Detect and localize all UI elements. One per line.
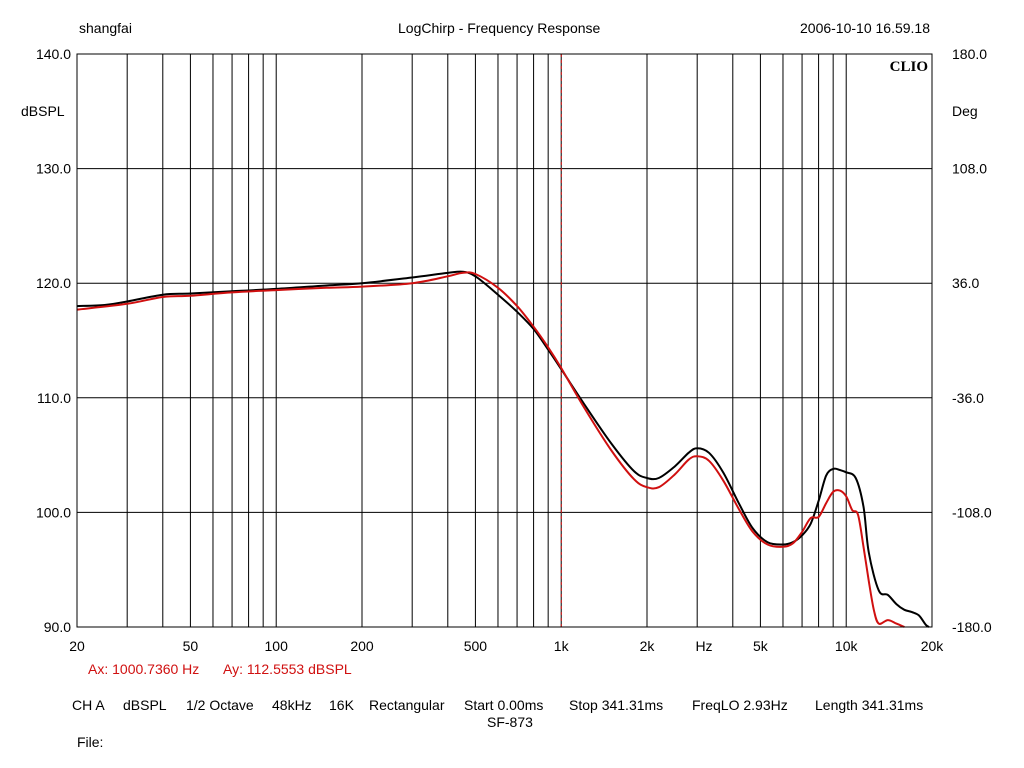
settings-smoothing: 1/2 Octave (186, 697, 254, 713)
y2-tick-label: 36.0 (952, 275, 979, 291)
settings-sample-rate: 48kHz (272, 697, 312, 713)
settings-window: Rectangular (369, 697, 445, 713)
settings-length: Length 341.31ms (815, 697, 924, 713)
y-tick-label: 100.0 (36, 504, 71, 520)
settings-stop: Stop 341.31ms (569, 697, 664, 713)
x-tick-label: 20 (69, 638, 85, 654)
grid (77, 54, 932, 627)
chart-title: LogChirp - Frequency Response (398, 20, 601, 36)
x-axis-unit-label: Hz (695, 638, 712, 654)
y-axis-unit-label: dBSPL (21, 103, 65, 119)
settings-size: 16K (329, 697, 354, 713)
series-1-line (76, 270, 930, 628)
x-tick-label: 5k (753, 638, 769, 654)
y2-tick-label: 180.0 (952, 46, 987, 62)
clio-logo: CLIO (890, 59, 928, 75)
x-tick-label: 50 (183, 638, 199, 654)
y-tick-label: 110.0 (37, 390, 71, 406)
plot-frame (76, 53, 933, 628)
settings-channel: CH A (72, 697, 105, 713)
settings-unit: dBSPL (123, 697, 167, 713)
x-tick-label: 1k (554, 638, 570, 654)
tick-labels: 20 50 100 200 500 1k 2k 5k 10k 20k Hz 90.0 100.0 110.… (36, 46, 992, 654)
file-label: File: (77, 734, 104, 750)
series-layer (76, 270, 930, 628)
header-timestamp: 2006-10-10 16.59.18 (800, 20, 930, 36)
y2-axis-unit-label: Deg (952, 103, 978, 119)
settings-name: SF-873 (487, 714, 533, 730)
y2-tick-label: -180.0 (952, 619, 992, 635)
header-user: shangfai (79, 20, 132, 36)
settings-start: Start 0.00ms (464, 697, 544, 713)
cursor-y-readout: Ay: 112.5553 dBSPL (223, 661, 352, 677)
y-tick-label: 130.0 (36, 161, 71, 177)
y2-tick-label: -36.0 (952, 390, 984, 406)
y-tick-label: 140.0 (36, 46, 71, 62)
x-tick-label: 2k (640, 638, 656, 654)
settings-freqlo: FreqLO 2.93Hz (692, 697, 788, 713)
x-tick-label: 100 (265, 638, 289, 654)
x-tick-label: 500 (464, 638, 488, 654)
y2-tick-label: 108.0 (952, 161, 987, 177)
y2-tick-label: -108.0 (952, 504, 992, 520)
cursor-x-readout: Ax: 1000.7360 Hz (88, 661, 200, 677)
y-tick-label: 120.0 (36, 275, 71, 291)
x-tick-label: 10k (835, 638, 859, 654)
x-tick-label: 200 (350, 638, 374, 654)
y-tick-label: 90.0 (44, 619, 71, 635)
x-tick-label: 20k (921, 638, 945, 654)
series-2-line (76, 271, 905, 628)
